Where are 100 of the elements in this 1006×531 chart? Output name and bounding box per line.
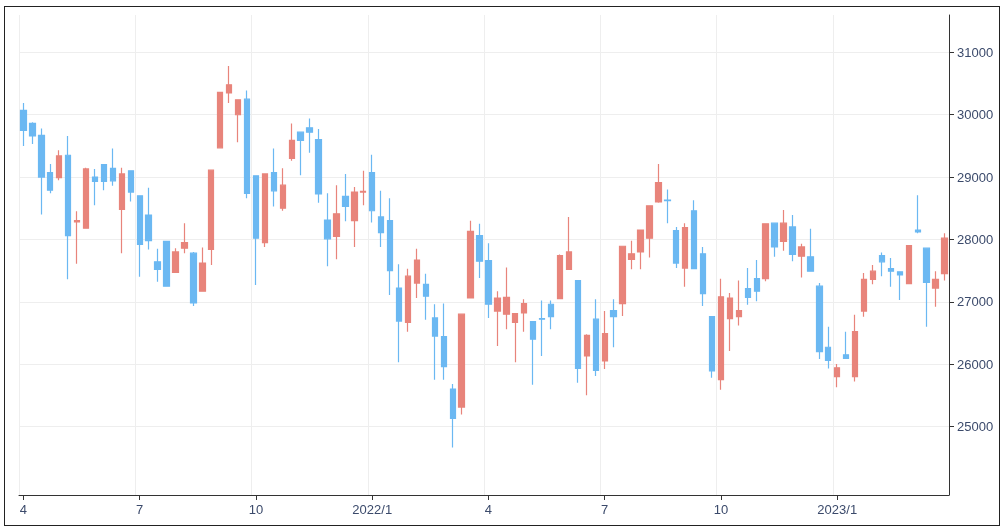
candlestick <box>601 310 609 370</box>
candlestick <box>136 194 144 278</box>
candlestick <box>46 163 54 194</box>
candlestick <box>851 314 859 383</box>
candlestick <box>654 163 663 204</box>
candlestick <box>440 303 448 381</box>
candlestick <box>422 273 430 321</box>
candlestick <box>618 245 627 317</box>
candlestick <box>788 214 797 262</box>
candlestick <box>592 298 600 377</box>
candlestick <box>279 167 287 212</box>
candlestick <box>19 102 28 147</box>
candlestick <box>386 197 394 296</box>
x-tick-label: 4 <box>19 502 28 517</box>
candlestick <box>529 320 537 386</box>
candlestick <box>162 240 171 288</box>
y-tick-label: 25000 <box>957 418 994 434</box>
candlestick <box>770 221 779 258</box>
candlestick <box>896 270 904 301</box>
candlestick <box>914 194 922 234</box>
candlestick <box>144 187 153 250</box>
candlestick <box>64 135 72 280</box>
candlestick <box>797 243 806 279</box>
candlestick <box>314 128 323 204</box>
candlestick <box>744 267 752 306</box>
y-tick-label: 26000 <box>957 356 994 372</box>
candlestick <box>100 163 108 191</box>
x-tick-label: 10 <box>248 502 264 517</box>
candlestick <box>323 192 332 267</box>
candlestick <box>449 383 457 449</box>
candlestick <box>493 290 502 347</box>
candlestick <box>82 167 90 229</box>
candlestick <box>153 248 162 283</box>
candlestick <box>127 170 135 202</box>
candlestick <box>28 121 37 145</box>
candlestick <box>109 147 117 187</box>
candlestick <box>305 117 314 154</box>
candlestick <box>565 216 573 271</box>
y-tick-label: 29000 <box>957 169 994 185</box>
candlestick <box>431 303 439 381</box>
candlestick <box>502 266 511 330</box>
candlestick <box>270 147 278 207</box>
candlestick <box>118 167 126 254</box>
candlestick <box>833 363 841 388</box>
candlestick <box>341 173 350 222</box>
candlestick <box>556 253 564 300</box>
candlestick <box>198 246 207 293</box>
candlestick <box>91 168 99 206</box>
candlestick <box>645 204 654 259</box>
candlestick <box>189 251 198 307</box>
candlestick <box>395 263 403 363</box>
y-tick-label: 28000 <box>957 231 994 247</box>
candlestick <box>681 222 689 288</box>
candlestick <box>869 264 877 285</box>
candlestick <box>887 257 895 288</box>
candlestick <box>288 122 296 162</box>
candlestick <box>216 91 224 149</box>
candlestick <box>717 278 725 391</box>
candlestick <box>332 184 341 260</box>
candlestick <box>690 199 698 270</box>
candlestick <box>905 244 913 285</box>
candlestick <box>779 209 788 252</box>
candlestick <box>252 174 260 286</box>
candlestick <box>931 270 940 308</box>
candlestick <box>636 228 645 270</box>
candlestick <box>475 223 484 279</box>
candlestick <box>457 313 466 416</box>
y-tick-label: 27000 <box>957 294 994 310</box>
candlestick <box>922 246 931 328</box>
candlestick <box>842 331 850 360</box>
candlestick <box>377 190 385 248</box>
candlestick <box>574 279 582 384</box>
x-tick-label: 4 <box>484 502 493 517</box>
y-tick-label: 30000 <box>957 107 994 123</box>
candlestick <box>538 299 546 357</box>
candlestick <box>55 149 63 181</box>
candlestick <box>225 65 233 104</box>
candlestick <box>815 282 824 360</box>
candlestick <box>243 89 251 199</box>
candlestick <box>413 248 421 299</box>
candlestick <box>824 326 832 370</box>
x-tick-label: 7 <box>136 502 144 517</box>
x-tick-label: 2023/1 <box>817 502 858 517</box>
candlestick <box>672 226 680 269</box>
candlestick <box>296 130 305 176</box>
candlestick <box>806 228 815 273</box>
candlestick <box>207 169 215 266</box>
candlestick <box>547 299 555 330</box>
candlestick <box>180 222 189 254</box>
candlestick <box>860 272 868 318</box>
candlestick <box>663 188 672 224</box>
candlestick <box>73 210 81 265</box>
candlestick <box>466 220 475 299</box>
x-tick-label: 10 <box>713 502 729 517</box>
candlestick <box>583 333 591 396</box>
candlestick <box>708 315 716 379</box>
candlestick <box>404 268 412 333</box>
y-tick-label: 31000 <box>957 44 994 60</box>
candlestick <box>484 242 493 319</box>
candlestick <box>511 312 519 363</box>
